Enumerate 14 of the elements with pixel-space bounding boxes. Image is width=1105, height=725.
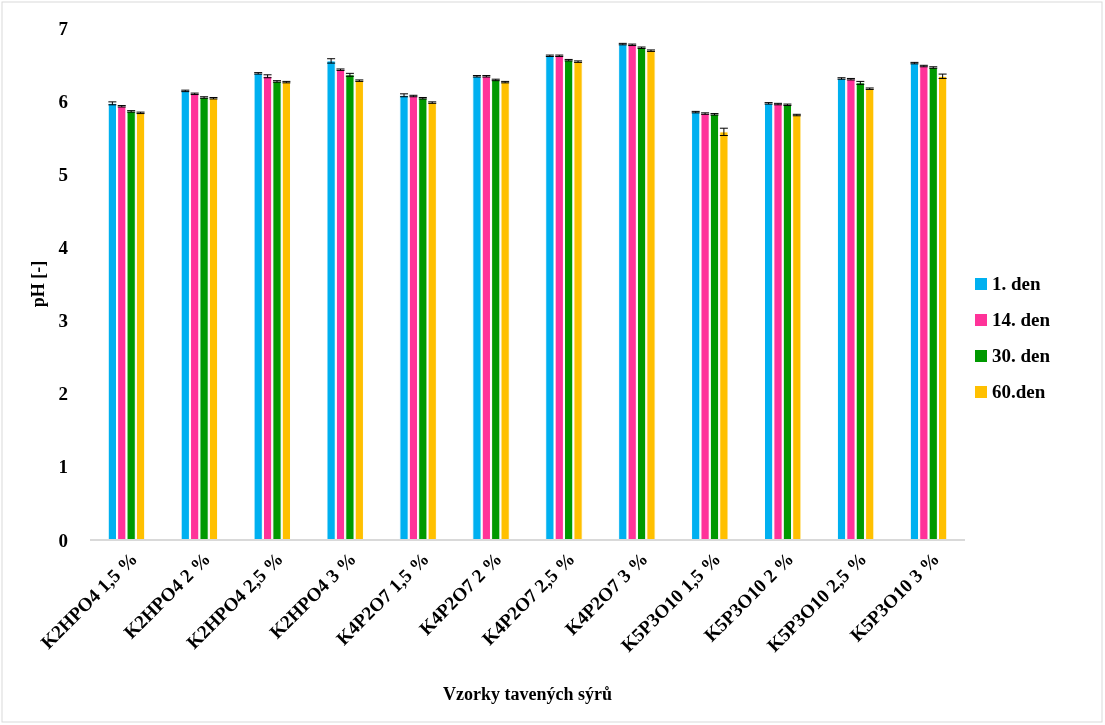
- y-tick-label: 1: [58, 456, 68, 478]
- y-tick-label: 2: [58, 383, 68, 405]
- y-tick-label: 0: [58, 529, 68, 551]
- y-tick-label: 4: [58, 237, 69, 259]
- legend-label: 60.den: [992, 381, 1046, 402]
- y-tick-label: 7: [58, 17, 69, 39]
- legend-label: 30. den: [992, 345, 1051, 366]
- y-tick-label: 3: [58, 310, 68, 332]
- y-tick-label: 6: [58, 90, 68, 112]
- y-tick-label: 5: [58, 163, 68, 185]
- y-axis-title: pH [-]: [28, 260, 48, 308]
- legend-label: 14. den: [992, 309, 1051, 330]
- x-axis-title: Vzorky tavených sýrů: [443, 684, 612, 704]
- legend-label: 1. den: [992, 273, 1041, 294]
